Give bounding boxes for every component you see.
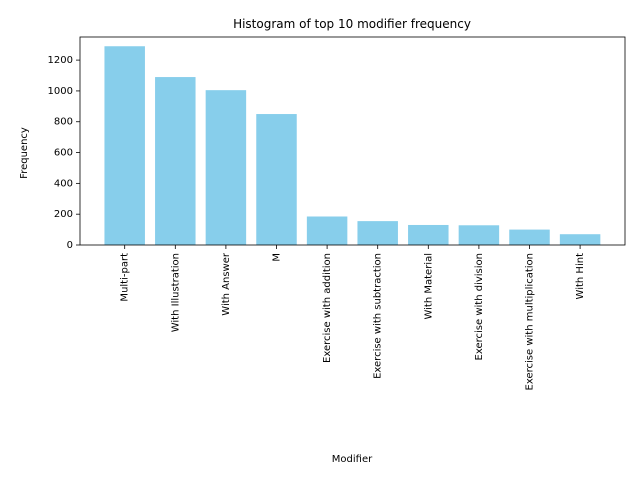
y-axis-label: Frequency bbox=[19, 127, 30, 179]
y-tick-label-1: 200 bbox=[54, 209, 73, 220]
bar-8 bbox=[509, 229, 550, 245]
y-tick-label-5: 1000 bbox=[48, 86, 73, 97]
bar-7 bbox=[458, 225, 500, 245]
x-tick-label-7: Exercise with division bbox=[474, 253, 485, 360]
y-tick-label-0: 0 bbox=[67, 240, 73, 251]
x-tick-label-3: M bbox=[272, 253, 283, 262]
bar-4 bbox=[306, 216, 348, 245]
bar-9 bbox=[559, 234, 601, 245]
x-tick-label-5: Exercise with subtraction bbox=[373, 253, 384, 379]
bar-6 bbox=[408, 224, 449, 245]
axes-layer: Multi-part With Illustration With Answer M E… bbox=[48, 36, 626, 390]
bar-0 bbox=[104, 46, 145, 245]
x-tick-label-0: Multi-part bbox=[120, 253, 131, 302]
x-axis-label: Modifier bbox=[332, 454, 373, 465]
x-tick-label-9: With Hint bbox=[575, 253, 586, 300]
plot-frame bbox=[79, 36, 626, 246]
x-tick-label-2: With Answer bbox=[221, 252, 232, 316]
chart-title: Histogram of top 10 modifier frequency bbox=[233, 17, 471, 31]
y-tick-label-2: 400 bbox=[54, 178, 73, 189]
y-tick-label-4: 800 bbox=[54, 117, 73, 128]
bar-1 bbox=[155, 77, 196, 245]
bar-5 bbox=[357, 221, 398, 245]
x-tick-label-4: Exercise with addition bbox=[322, 253, 333, 363]
bar-3 bbox=[256, 114, 297, 245]
bars-layer bbox=[104, 46, 601, 245]
x-tick-label-8: Exercise with multiplication bbox=[525, 253, 536, 390]
bar-2 bbox=[205, 90, 247, 245]
y-tick-label-6: 1200 bbox=[48, 55, 73, 66]
x-tick-label-6: With Material bbox=[423, 253, 434, 320]
x-tick-label-1: With Illustration bbox=[170, 253, 181, 332]
y-tick-label-3: 600 bbox=[54, 148, 73, 159]
